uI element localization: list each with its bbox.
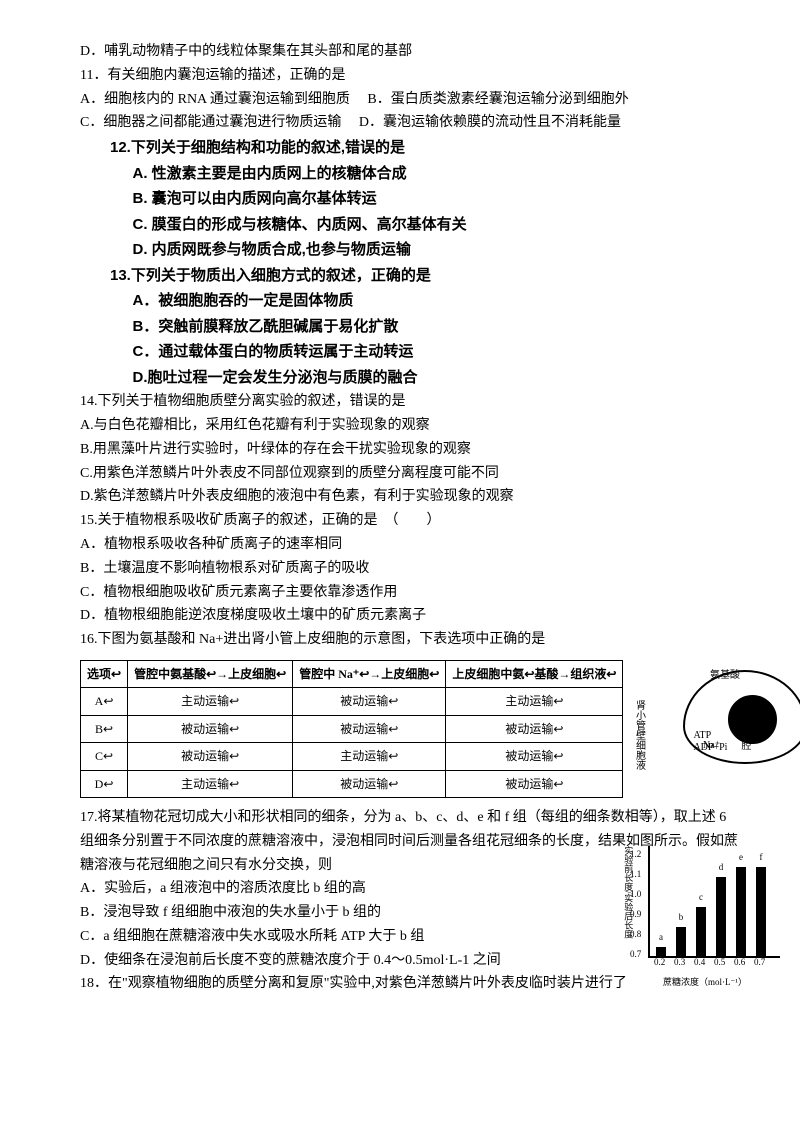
axis-y [648,846,650,958]
table-row: A↩主动运输↩被动运输↩主动运输↩ [81,688,623,715]
q11-stem: 11．有关细胞内囊泡运输的描述，正确的是 [80,64,740,88]
q13-c: C．通过载体蛋白的物质转运属于主动转运 [80,339,740,365]
bar [676,927,686,957]
bar-label: d [716,860,726,875]
x-tick: 0.4 [694,955,704,970]
y-tick: 1.0 [630,887,641,902]
q14-a: A.与白色花瓣相比，采用红色花瓣有利于实验现象的观察 [80,414,740,438]
th-3: 上皮细胞中氨↩基酸→组织液↩ [446,660,623,687]
lbl-left: 肾小管壁细胞液 [633,700,644,770]
y-tick: 1.2 [630,847,641,862]
q16-table: 选项↩ 管腔中氨基酸↩→上皮细胞↩ 管腔中 Na⁺↩→上皮细胞↩ 上皮细胞中氨↩… [80,660,623,798]
q17-wrap: 17.将某植物花冠切成大小和形状相同的细条，分为 a、b、c、d、e 和 f 组… [80,806,740,973]
q14-d: D.紫色洋葱鳞片叶外表皮细胞的液泡中有色素，有利于实验现象的观察 [80,485,740,509]
q17-bar-chart: 实验前长度/实验后长度 a0.2b0.3c0.4d0.5e0.6f0.7 0.7… [630,846,780,976]
q15-d: D．植物根细胞能逆浓度梯度吸收土壤中的矿质元素离子 [80,604,740,628]
bar-label: c [696,890,706,905]
x-tick: 0.6 [734,955,744,970]
y-tick: 0.7 [630,947,641,962]
chart-xlabel: 蔗糖浓度（mol·L⁻¹） [630,975,780,990]
q15-a: A．植物根系吸收各种矿质离子的速率相同 [80,533,740,557]
x-tick: 0.3 [674,955,684,970]
q15-b: B．土壤温度不影响植物根系对矿质离子的吸收 [80,557,740,581]
y-tick: 0.9 [630,907,641,922]
bar-label: a [656,930,666,945]
q12-a: A. 性激素主要是由内质网上的核糖体合成 [80,161,740,187]
q13-a: A．被细胞胞吞的一定是固体物质 [80,288,740,314]
table-row: B↩被动运输↩被动运输↩被动运输↩ [81,715,623,742]
bar-label: f [756,850,766,865]
lbl-na: Na⁺ [703,740,720,751]
q15-stem: 15.关于植物根系吸收矿质离子的叙述，正确的是 （ ） [80,509,740,533]
q12-c: C. 膜蛋白的形成与核糖体、内质网、高尔基体有关 [80,212,740,238]
y-tick: 0.8 [630,927,641,942]
q14-stem: 14.下列关于植物细胞质壁分离实验的叙述，错误的是 [80,390,740,414]
q11-c: C．细胞器之间都能通过囊泡进行物质运输 [80,115,341,130]
th-1: 管腔中氨基酸↩→上皮细胞↩ [128,660,293,687]
th-2: 管腔中 Na⁺↩→上皮细胞↩ [293,660,446,687]
bar [696,907,706,957]
x-tick: 0.2 [654,955,664,970]
q12-b: B. 囊泡可以由内质网向高尔基体转运 [80,186,740,212]
bar [756,867,766,957]
q12-stem: 12.下列关于细胞结构和功能的叙述,错误的是 [80,135,740,161]
q16-stem: 16.下图为氨基酸和 Na+进出肾小管上皮细胞的示意图，下表选项中正确的是 [80,628,740,652]
table-row: D↩主动运输↩被动运输↩被动运输↩ [81,770,623,797]
q12-d: D. 内质网既参与物质合成,也参与物质运输 [80,237,740,263]
x-tick: 0.5 [714,955,724,970]
table-row: 选项↩ 管腔中氨基酸↩→上皮细胞↩ 管腔中 Na⁺↩→上皮细胞↩ 上皮细胞中氨↩… [81,660,623,687]
lbl-aa: 氨基酸 [710,670,740,681]
q11-a: A．细胞核内的 RNA 通过囊泡运输到细胞质 [80,92,350,107]
q11-row-cd: C．细胞器之间都能通过囊泡进行物质运输 D．囊泡运输依赖膜的流动性且不消耗能量 [80,111,740,135]
bar [736,867,746,957]
y-tick: 1.1 [630,867,641,882]
q16-figure-row: 选项↩ 管腔中氨基酸↩→上皮细胞↩ 管腔中 Na⁺↩→上皮细胞↩ 上皮细胞中氨↩… [80,660,740,798]
q11-row-ab: A．细胞核内的 RNA 通过囊泡运输到细胞质 B．蛋白质类激素经囊泡运输分泌到细… [80,88,740,112]
th-0: 选项↩ [81,660,128,687]
q14-b: B.用黑藻叶片进行实验时，叶绿体的存在会干扰实验现象的观察 [80,438,740,462]
lbl-lumen: 肾小管管腔 [739,700,750,750]
x-tick: 0.7 [754,955,764,970]
bar [716,877,726,957]
q13-stem: 13.下列关于物质出入细胞方式的叙述，正确的是 [80,263,740,289]
bar-label: b [676,910,686,925]
table-row: C↩被动运输↩主动运输↩被动运输↩ [81,743,623,770]
q11-d: D．囊泡运输依赖膜的流动性且不消耗能量 [359,115,621,130]
q15-c: C．植物根细胞吸收矿质元素离子主要依靠渗透作用 [80,581,740,605]
q13-b: B．突触前膜释放乙酰胆碱属于易化扩散 [80,314,740,340]
q14-c: C.用紫色洋葱鳞片叶外表皮不同部位观察到的质壁分离程度可能不同 [80,462,740,486]
q16-cell-diagram: 肾小管壁细胞液 氨基酸 肾小管管腔 ATP ADP+Pi Na⁺ [633,660,740,780]
q11-b: B．蛋白质类激素经囊泡运输分泌到细胞外 [367,92,628,107]
bar-label: e [736,850,746,865]
q10-option-d: D．哺乳动物精子中的线粒体聚集在其头部和尾的基部 [80,40,740,64]
q13-d: D.胞吐过程一定会发生分泌泡与质膜的融合 [80,365,740,391]
